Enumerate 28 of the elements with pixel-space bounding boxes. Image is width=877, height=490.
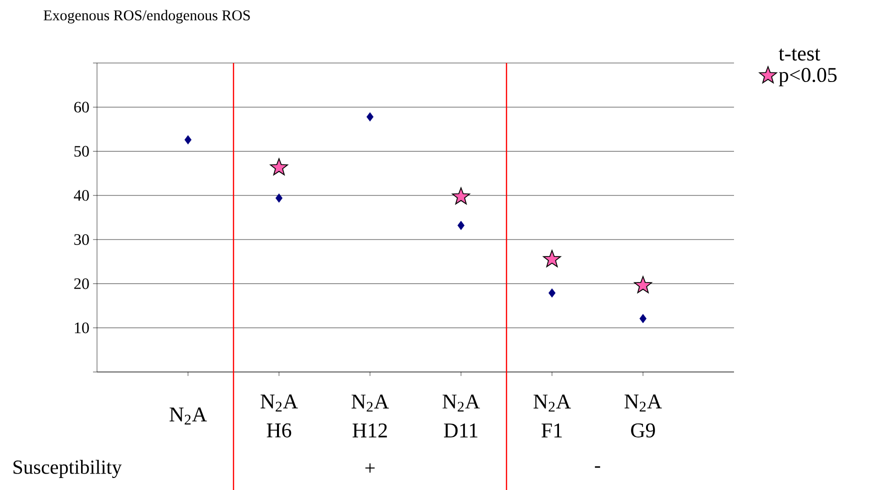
text: Susceptibility xyxy=(14,460,122,478)
x-tick-label: N$_{2}$A H12 xyxy=(352,394,389,438)
x-tick-label: N$_{2}$A D11 xyxy=(442,394,480,438)
y-axis-title: Exogenous ROS/endogenous ROS xyxy=(44,10,250,24)
point xyxy=(366,112,374,122)
y-tick-label: 60 xyxy=(74,102,89,113)
point xyxy=(452,187,470,204)
legend-title: t-test xyxy=(778,48,820,61)
y-tick-label: 30 xyxy=(74,234,89,245)
y-tick-label: 40 xyxy=(74,190,89,201)
text: + xyxy=(365,463,375,473)
x-tick-label: N$_{2}$A F1 xyxy=(534,394,571,438)
point xyxy=(184,135,192,144)
x-tick-label: N$_{2}$A H6 xyxy=(260,394,298,438)
point xyxy=(458,220,465,230)
y-tick-label: 50 xyxy=(74,146,89,157)
point xyxy=(270,158,288,176)
point xyxy=(548,288,556,298)
legend-label: p<0.05 xyxy=(778,68,837,86)
text: - xyxy=(594,466,600,468)
x-tick-label: N$_{2}$A xyxy=(170,408,207,424)
x-tick-label: N$_{2}$A G9 xyxy=(624,394,662,438)
point xyxy=(640,314,647,324)
point xyxy=(634,276,652,294)
point xyxy=(276,193,283,203)
y-tick-label: 20 xyxy=(74,278,89,290)
point xyxy=(543,250,561,268)
y-tick-label: 10 xyxy=(74,322,89,334)
